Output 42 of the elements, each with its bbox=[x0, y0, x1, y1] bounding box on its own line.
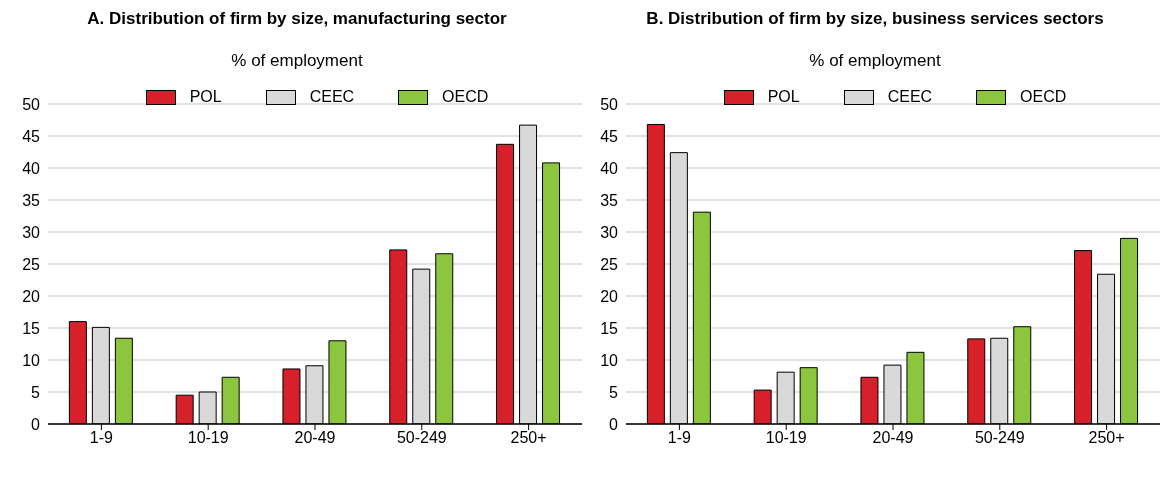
y-tick-label: 0 bbox=[609, 415, 619, 433]
y-tick-label: 5 bbox=[31, 383, 41, 401]
y-tick-label: 50 bbox=[600, 95, 619, 113]
y-tick-label: 30 bbox=[22, 223, 41, 241]
legend-label: OECD bbox=[1020, 88, 1067, 106]
y-tick-label: 10 bbox=[22, 351, 41, 369]
chart-title: A. Distribution of firm by size, manufacturing sector bbox=[86, 8, 508, 30]
y-tick-label: 40 bbox=[600, 159, 619, 177]
x-tick-label: 1-9 bbox=[89, 429, 114, 447]
legend-label: POL bbox=[189, 88, 222, 106]
y-tick-label: 0 bbox=[31, 415, 41, 433]
x-tick-label: 10-19 bbox=[187, 429, 229, 447]
legend-label: POL bbox=[767, 88, 800, 106]
x-tick-label: 50-249 bbox=[974, 429, 1025, 447]
chart-subtitle: % of employment bbox=[230, 50, 364, 72]
y-tick-label: 35 bbox=[22, 191, 41, 209]
x-tick-label: 1-9 bbox=[667, 429, 692, 447]
y-tick-label: 35 bbox=[600, 191, 619, 209]
x-tick-label: 250+ bbox=[510, 429, 547, 447]
x-tick-label: 10-19 bbox=[765, 429, 807, 447]
x-tick-label: 250+ bbox=[1088, 429, 1125, 447]
legend-label: OECD bbox=[442, 88, 489, 106]
chart-title: B. Distribution of firm by size, business services sectors bbox=[645, 8, 1105, 30]
y-tick-label: 15 bbox=[600, 319, 619, 337]
y-tick-label: 15 bbox=[22, 319, 41, 337]
y-tick-label: 25 bbox=[22, 255, 41, 273]
y-tick-label: 40 bbox=[22, 159, 41, 177]
y-tick-label: 5 bbox=[609, 383, 619, 401]
legend-label: CEEC bbox=[887, 88, 933, 106]
x-tick-label: 20-49 bbox=[294, 429, 336, 447]
x-tick-label: 20-49 bbox=[872, 429, 914, 447]
y-tick-label: 20 bbox=[22, 287, 41, 305]
y-tick-label: 45 bbox=[600, 127, 619, 145]
y-tick-label: 20 bbox=[600, 287, 619, 305]
x-tick-label: 50-249 bbox=[396, 429, 447, 447]
y-tick-label: 10 bbox=[600, 351, 619, 369]
y-tick-label: 50 bbox=[22, 95, 41, 113]
legend-label: CEEC bbox=[309, 88, 355, 106]
y-tick-label: 45 bbox=[22, 127, 41, 145]
chart-subtitle: % of employment bbox=[808, 50, 942, 72]
y-tick-label: 25 bbox=[600, 255, 619, 273]
y-tick-label: 30 bbox=[600, 223, 619, 241]
